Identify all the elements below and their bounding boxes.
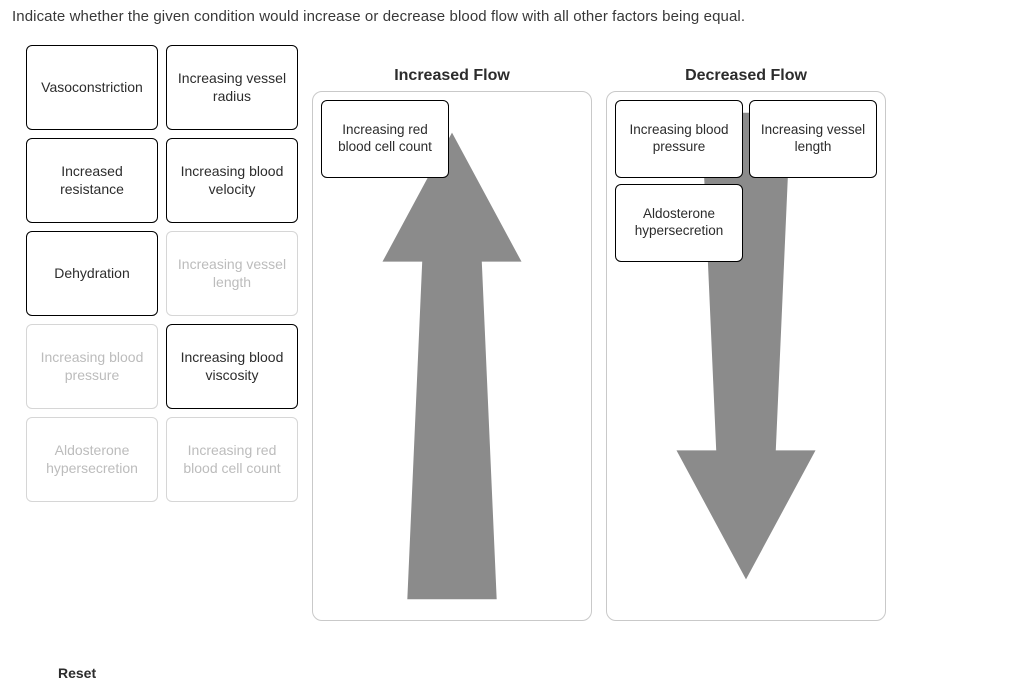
reset-button[interactable]: Reset [58,665,96,681]
source-card[interactable]: Increasing vessel radius [166,45,298,130]
source-card[interactable]: Vasoconstriction [26,45,158,130]
increased-flow-column: Increased Flow Increasing red blood cell… [312,37,592,621]
source-card: Increasing red blood cell count [166,417,298,502]
dropped-card[interactable]: Aldosterone hypersecretion [615,184,743,262]
source-pool: VasoconstrictionIncreasing vessel radius… [26,37,298,621]
source-card: Aldosterone hypersecretion [26,417,158,502]
source-card[interactable]: Increasing blood viscosity [166,324,298,409]
question-prompt: Indicate whether the given condition wou… [0,0,1024,29]
dropped-card[interactable]: Increasing vessel length [749,100,877,178]
decreased-flow-column: Decreased Flow Increasing blood pressure… [606,37,886,621]
increased-flow-cards: Increasing red blood cell count [321,100,583,178]
dropped-card[interactable]: Increasing blood pressure [615,100,743,178]
increased-flow-dropzone[interactable]: Increasing red blood cell count [312,91,592,621]
workspace: VasoconstrictionIncreasing vessel radius… [0,29,1024,621]
source-card[interactable]: Dehydration [26,231,158,316]
source-card: Increasing vessel length [166,231,298,316]
decreased-flow-title: Decreased Flow [685,67,807,85]
dropped-card[interactable]: Increasing red blood cell count [321,100,449,178]
increased-flow-title: Increased Flow [394,67,510,85]
source-card[interactable]: Increased resistance [26,138,158,223]
decreased-flow-cards: Increasing blood pressureIncreasing vess… [615,100,877,262]
source-card[interactable]: Increasing blood velocity [166,138,298,223]
decreased-flow-dropzone[interactable]: Increasing blood pressureIncreasing vess… [606,91,886,621]
source-card: Increasing blood pressure [26,324,158,409]
